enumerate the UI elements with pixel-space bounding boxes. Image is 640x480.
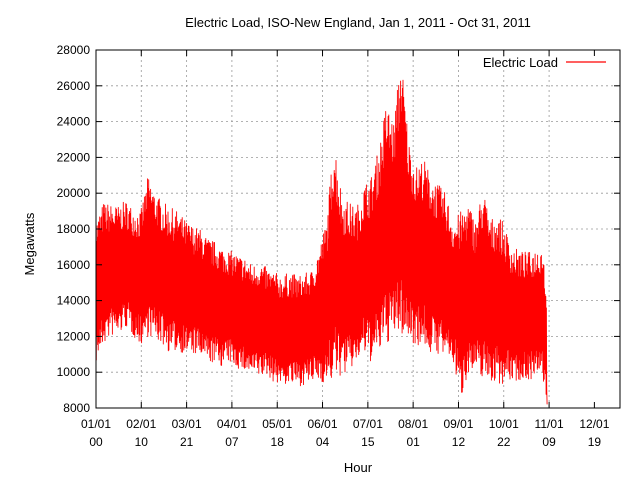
y-tick-label: 24000	[57, 115, 91, 129]
x-tick-label: 18	[271, 435, 285, 449]
x-tick-label: 15	[361, 435, 375, 449]
x-tick-label: 08/01	[398, 417, 428, 431]
x-tick-label: 06/01	[308, 417, 338, 431]
x-tick-label: 12	[452, 435, 466, 449]
x-tick-label: 00	[89, 435, 103, 449]
y-tick-label: 12000	[57, 329, 91, 343]
x-tick-label: 21	[180, 435, 194, 449]
y-axis: 8000 10000 12000 14000 16000 18000 20000 22000 2…	[57, 43, 620, 415]
x-tick-label: 04	[316, 435, 330, 449]
x-tick-label: 01/01	[81, 417, 111, 431]
x-tick-label: 04/01	[217, 417, 247, 431]
x-tick-label: 19	[588, 435, 602, 449]
legend: Electric Load	[483, 55, 606, 70]
x-tick-label: 09/01	[443, 417, 473, 431]
x-tick-label: 10/01	[489, 417, 519, 431]
y-tick-label: 20000	[57, 186, 91, 200]
x-tick-label: 05/01	[262, 417, 292, 431]
y-tick-label: 26000	[57, 79, 91, 93]
y-tick-label: 16000	[57, 258, 91, 272]
x-tick-label: 10	[135, 435, 149, 449]
y-axis-label: Megawatts	[22, 212, 37, 275]
series-layer	[95, 79, 548, 405]
chart-title: Electric Load, ISO-New England, Jan 1, 2…	[185, 15, 531, 30]
legend-label: Electric Load	[483, 55, 558, 70]
x-tick-label: 01	[406, 435, 420, 449]
x-axis: 01/01 00 02/01 10 03/01 21 04/01 07 05/01 18 06/01…	[81, 50, 610, 449]
x-tick-label: 03/01	[172, 417, 202, 431]
y-tick-label: 28000	[57, 43, 91, 57]
y-tick-label: 10000	[57, 365, 91, 379]
x-tick-label: 22	[497, 435, 511, 449]
x-tick-label: 02/01	[126, 417, 156, 431]
y-tick-label: 14000	[57, 294, 91, 308]
x-tick-label: 07/01	[353, 417, 383, 431]
x-tick-label: 12/01	[579, 417, 609, 431]
y-tick-label: 22000	[57, 150, 91, 164]
y-tick-label: 18000	[57, 222, 91, 236]
x-tick-label: 09	[542, 435, 556, 449]
x-tick-label: 11/01	[535, 417, 564, 431]
x-axis-label: Hour	[344, 460, 373, 475]
x-tick-label: 07	[225, 435, 239, 449]
y-tick-label: 8000	[63, 401, 90, 415]
series-line-electric-load	[95, 79, 548, 405]
